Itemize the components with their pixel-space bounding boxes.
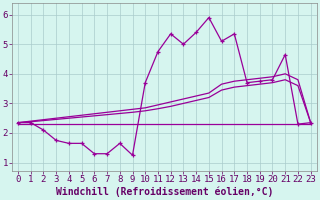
X-axis label: Windchill (Refroidissement éolien,°C): Windchill (Refroidissement éolien,°C) (56, 187, 273, 197)
